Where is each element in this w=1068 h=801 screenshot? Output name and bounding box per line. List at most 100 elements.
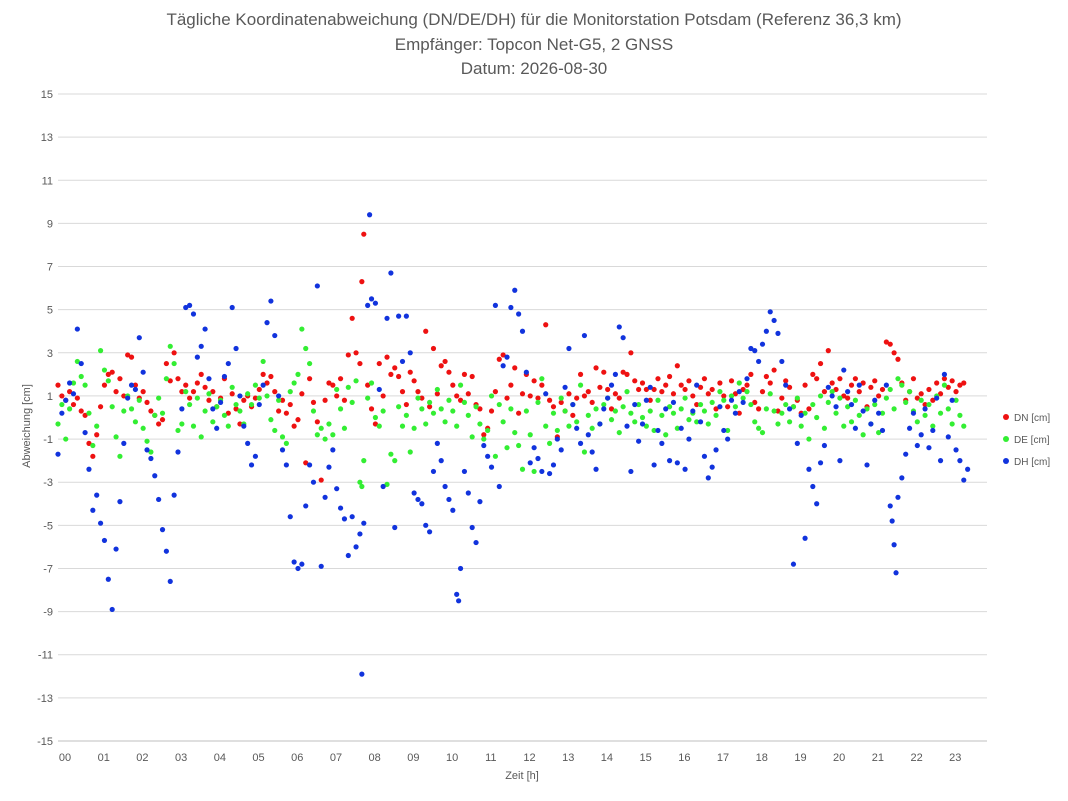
data-point <box>113 434 119 440</box>
data-point <box>423 421 429 427</box>
data-point <box>763 406 769 412</box>
data-point <box>930 427 936 434</box>
data-point <box>488 408 495 414</box>
data-point <box>272 332 278 339</box>
data-point <box>639 380 646 386</box>
data-point <box>90 442 96 449</box>
data-point <box>283 410 289 416</box>
data-point <box>190 423 197 429</box>
data-point <box>612 371 619 377</box>
x-tick-label: 16 <box>678 752 690 764</box>
data-point <box>957 458 963 464</box>
data-point <box>697 384 704 390</box>
data-point <box>597 421 603 427</box>
series-dn <box>55 231 967 483</box>
data-point <box>860 380 866 386</box>
data-point <box>670 399 677 406</box>
data-point <box>86 440 92 446</box>
data-point <box>372 414 379 421</box>
data-point <box>926 401 932 408</box>
data-point <box>508 382 514 388</box>
data-point <box>128 354 135 360</box>
data-point <box>287 389 293 395</box>
legend-label: DN [cm] <box>1014 413 1050 424</box>
data-point <box>345 552 351 559</box>
data-point <box>523 408 529 414</box>
data-point <box>117 453 123 459</box>
data-point <box>663 432 669 438</box>
data-point <box>833 404 839 410</box>
data-point <box>876 393 882 399</box>
data-point <box>786 406 793 412</box>
data-point <box>740 399 746 406</box>
data-point <box>566 391 572 397</box>
data-point <box>790 404 797 410</box>
data-point <box>701 408 708 414</box>
data-point <box>690 408 696 414</box>
data-point <box>469 434 475 440</box>
data-point <box>558 399 564 406</box>
data-point <box>748 371 754 377</box>
data-point <box>368 406 375 412</box>
data-point <box>70 391 77 397</box>
data-point <box>279 434 286 440</box>
data-point <box>260 382 266 388</box>
data-point <box>376 360 382 367</box>
data-point <box>128 382 135 388</box>
data-point <box>167 343 173 349</box>
data-point <box>349 315 355 321</box>
data-point <box>361 458 367 464</box>
data-point <box>666 404 673 410</box>
data-point <box>78 408 84 414</box>
data-points <box>55 212 971 677</box>
data-point <box>359 483 365 490</box>
data-point <box>97 348 104 354</box>
data-point <box>636 438 642 444</box>
data-point <box>655 427 661 434</box>
data-point <box>918 391 924 397</box>
x-tick-label: 07 <box>330 752 342 764</box>
data-point <box>837 376 843 382</box>
data-point <box>674 460 680 466</box>
data-point <box>531 378 537 384</box>
data-point <box>841 367 847 373</box>
data-point <box>821 442 828 449</box>
data-point <box>287 401 293 408</box>
data-point <box>512 365 518 371</box>
data-point <box>144 438 150 444</box>
data-point <box>953 389 959 395</box>
data-point <box>546 440 553 446</box>
data-point <box>674 363 680 369</box>
data-point <box>647 384 653 390</box>
data-point <box>67 389 73 395</box>
data-point <box>438 458 444 464</box>
data-point <box>616 429 622 436</box>
data-point <box>744 389 750 395</box>
data-point <box>883 382 889 388</box>
data-point <box>756 406 762 412</box>
data-point <box>899 382 905 388</box>
data-point <box>454 393 460 399</box>
data-point <box>314 432 320 438</box>
data-point <box>252 382 259 388</box>
data-point <box>728 397 735 403</box>
data-point <box>906 425 913 431</box>
data-point <box>759 389 766 395</box>
x-tick-label: 02 <box>136 752 148 764</box>
data-point <box>856 382 862 388</box>
data-point <box>806 466 812 472</box>
data-point <box>349 399 355 406</box>
data-point <box>225 360 231 367</box>
data-point <box>202 408 208 414</box>
data-point <box>539 468 545 475</box>
data-point <box>546 470 553 477</box>
data-point <box>334 393 340 399</box>
data-point <box>786 384 793 390</box>
data-point <box>276 408 282 414</box>
data-point <box>725 427 731 434</box>
y-tick-label: 11 <box>42 175 53 187</box>
data-point <box>450 408 456 414</box>
x-tick-label: 00 <box>59 752 71 764</box>
data-point <box>276 397 282 403</box>
